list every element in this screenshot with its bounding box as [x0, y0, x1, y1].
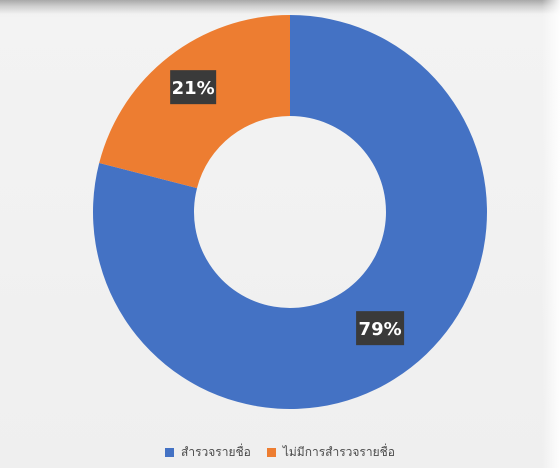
donut-slice-surveyed — [92, 15, 488, 410]
legend-swatch-surveyed — [165, 447, 174, 457]
legend-swatch-not-surveyed — [266, 447, 276, 457]
legend-label-surveyed: สำรวจรายชื่อ — [181, 444, 251, 459]
data-label-not-surveyed: 21% — [172, 78, 215, 99]
chart-legend: สำรวจรายชื่อ ไม่มีการสำรวจรายชื่อ — [0, 440, 560, 464]
data-label-surveyed: 79% — [359, 319, 402, 340]
top-shadow — [0, 0, 560, 14]
data-label-box-surveyed — [356, 311, 405, 346]
legend-label-not-surveyed: ไม่มีการสำรวจรายชื่อ — [282, 444, 395, 459]
data-label-box-not-surveyed — [170, 70, 217, 105]
legend-item-surveyed: สำรวจรายชื่อ — [165, 443, 251, 462]
legend-item-not-surveyed: ไม่มีการสำรวจรายชื่อ — [266, 443, 395, 462]
right-edge-fade — [542, 0, 560, 468]
